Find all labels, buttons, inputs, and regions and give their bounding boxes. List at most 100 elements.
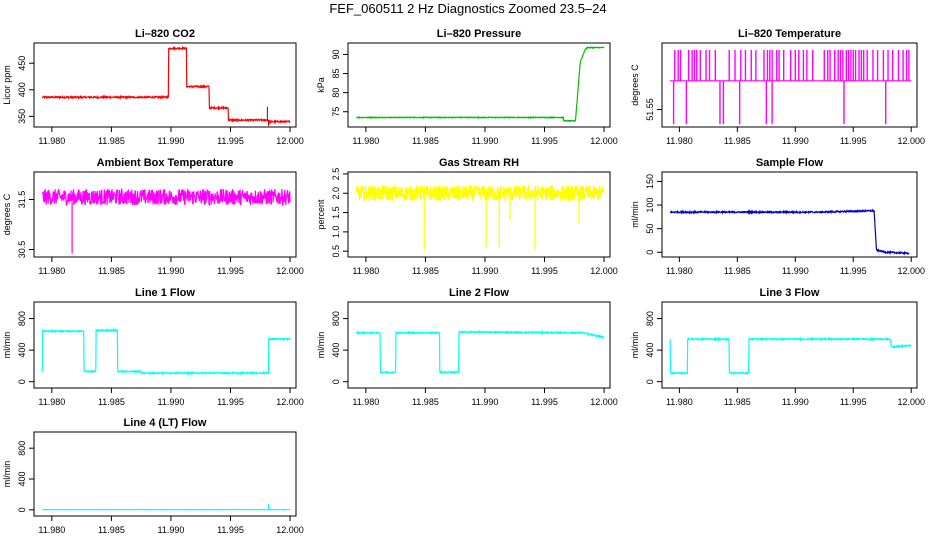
- chart-panel-1: Li–820 CO2 Licor ppm 11.980 11.985 11.990 11.…: [2, 28, 304, 146]
- y-tick-label: 2.0: [331, 187, 341, 200]
- y-tick-label: 400: [17, 471, 27, 486]
- y-axis-label: ml/min: [630, 332, 640, 359]
- x-tick-label: 12.000: [276, 266, 304, 276]
- x-tick-label: 12.000: [276, 525, 304, 535]
- y-tick-label: 100: [645, 198, 655, 213]
- chart-title: Line 4 (LT) Flow: [124, 417, 207, 429]
- series-line-1: [41, 328, 291, 376]
- chart-title: Li–820 Temperature: [738, 28, 841, 40]
- y-tick-label: 0: [17, 379, 27, 384]
- x-tick-label: 12.000: [897, 397, 925, 407]
- y-axis-label: ml/min: [2, 461, 12, 488]
- x-tick-label: 11.990: [472, 136, 499, 146]
- chart-title: Sample Flow: [756, 157, 824, 169]
- y-tick-label: 150: [645, 174, 655, 189]
- series-line-1: [41, 187, 291, 207]
- chart-panel-6: Sample Flow ml/min 11.980 11.985 11.990 11.99…: [630, 157, 925, 276]
- x-tick-label: 11.980: [666, 397, 693, 407]
- chart-panel-4: Ambient Box Temperature degrees C 11.980 11…: [2, 157, 304, 276]
- chart-panel-10: Line 4 (LT) Flow ml/min 11.980 11.985 11.990…: [2, 417, 304, 535]
- plot-frame: [347, 171, 611, 258]
- y-tick-label: 0: [645, 379, 655, 384]
- x-tick-label: 11.995: [217, 397, 244, 407]
- chart-title: Ambient Box Temperature: [97, 157, 234, 169]
- x-tick-label: 11.980: [38, 136, 65, 146]
- y-axis-label: degrees C: [630, 64, 640, 106]
- x-tick-label: 11.990: [472, 397, 499, 407]
- y-tick-label: 0.5: [331, 245, 341, 258]
- series-line-1: [356, 45, 605, 123]
- figure-title: FEF_060511 2 Hz Diagnostics Zoomed 23.5–…: [329, 1, 607, 16]
- series-line-1: [355, 183, 605, 202]
- y-axis-label: degrees C: [2, 193, 12, 235]
- y-tick-label: 800: [17, 441, 27, 456]
- plot-frame: [661, 171, 918, 258]
- y-tick-label: 90: [331, 49, 341, 59]
- chart-title: Line 3 Flow: [760, 287, 820, 299]
- y-tick-label: 2.5: [331, 168, 341, 181]
- x-tick-label: 12.000: [276, 397, 304, 407]
- x-tick-label: 11.990: [158, 266, 185, 276]
- y-tick-label: 31.5: [17, 191, 27, 209]
- chart-title: Li–820 Pressure: [437, 28, 521, 40]
- chart-panel-7: Line 1 Flow ml/min 11.980 11.985 11.990 11.99…: [2, 287, 304, 407]
- x-tick-label: 11.985: [98, 266, 125, 276]
- y-axis-label: ml/min: [2, 332, 12, 359]
- x-tick-label: 11.980: [352, 397, 379, 407]
- y-tick-label: 400: [331, 343, 341, 358]
- chart-panel-2: Li–820 Pressure kPa 11.980 11.985 11.990 11.9…: [316, 28, 618, 146]
- plot-frame: [347, 301, 611, 389]
- y-axis-label: kPa: [316, 77, 326, 93]
- plot-frame: [33, 171, 297, 258]
- y-axis-label: ml/min: [630, 201, 640, 228]
- plot-frame: [661, 301, 918, 389]
- x-tick-label: 11.980: [666, 136, 693, 146]
- x-tick-label: 11.985: [98, 136, 125, 146]
- y-tick-label: 800: [17, 311, 27, 326]
- series-line-1: [41, 45, 291, 125]
- y-tick-label: 80: [331, 88, 341, 98]
- y-tick-label: 350: [17, 109, 27, 124]
- chart-panel-3: Li–820 Temperature degrees C 11.980 11.985 1…: [630, 28, 925, 146]
- series-line-1: [355, 329, 605, 375]
- plot-frame: [347, 42, 611, 128]
- x-tick-label: 12.000: [590, 397, 618, 407]
- x-tick-label: 11.990: [782, 266, 809, 276]
- x-tick-label: 11.980: [352, 136, 379, 146]
- x-tick-label: 12.000: [897, 266, 925, 276]
- x-tick-label: 11.990: [158, 397, 185, 407]
- x-tick-label: 11.985: [724, 397, 751, 407]
- y-tick-label: 30.5: [17, 241, 27, 259]
- x-tick-label: 11.995: [217, 525, 244, 535]
- x-tick-label: 11.980: [666, 266, 693, 276]
- x-tick-label: 11.980: [38, 525, 65, 535]
- x-tick-label: 11.985: [412, 136, 439, 146]
- x-tick-label: 11.985: [98, 397, 125, 407]
- x-tick-label: 11.985: [724, 266, 751, 276]
- x-tick-label: 11.980: [38, 266, 65, 276]
- y-axis-label: Licor ppm: [2, 65, 12, 105]
- y-tick-label: 400: [17, 343, 27, 358]
- chart-panel-8: Line 2 Flow ml/min 11.980 11.985 11.990 11.99…: [316, 287, 618, 407]
- x-tick-label: 11.985: [412, 266, 439, 276]
- x-tick-label: 11.980: [352, 266, 379, 276]
- x-tick-label: 11.995: [531, 266, 558, 276]
- y-tick-label: 0: [331, 379, 341, 384]
- y-tick-label: 400: [645, 343, 655, 358]
- x-tick-label: 11.985: [412, 397, 439, 407]
- y-tick-label: 50: [645, 224, 655, 234]
- y-tick-label: 450: [17, 56, 27, 71]
- y-tick-label: 800: [331, 311, 341, 326]
- y-tick-label: 1.0: [331, 226, 341, 239]
- plot-frame: [661, 42, 918, 128]
- x-tick-label: 11.990: [158, 136, 185, 146]
- y-tick-label: 85: [331, 69, 341, 79]
- x-tick-label: 11.990: [472, 266, 499, 276]
- x-tick-label: 11.995: [531, 397, 558, 407]
- x-tick-label: 12.000: [590, 266, 618, 276]
- chart-panel-5: Gas Stream RH percent 11.980 11.985 11.990 11…: [316, 157, 618, 276]
- plot-frame: [33, 42, 297, 128]
- y-axis-label: ml/min: [316, 332, 326, 359]
- y-tick-label: 400: [17, 82, 27, 97]
